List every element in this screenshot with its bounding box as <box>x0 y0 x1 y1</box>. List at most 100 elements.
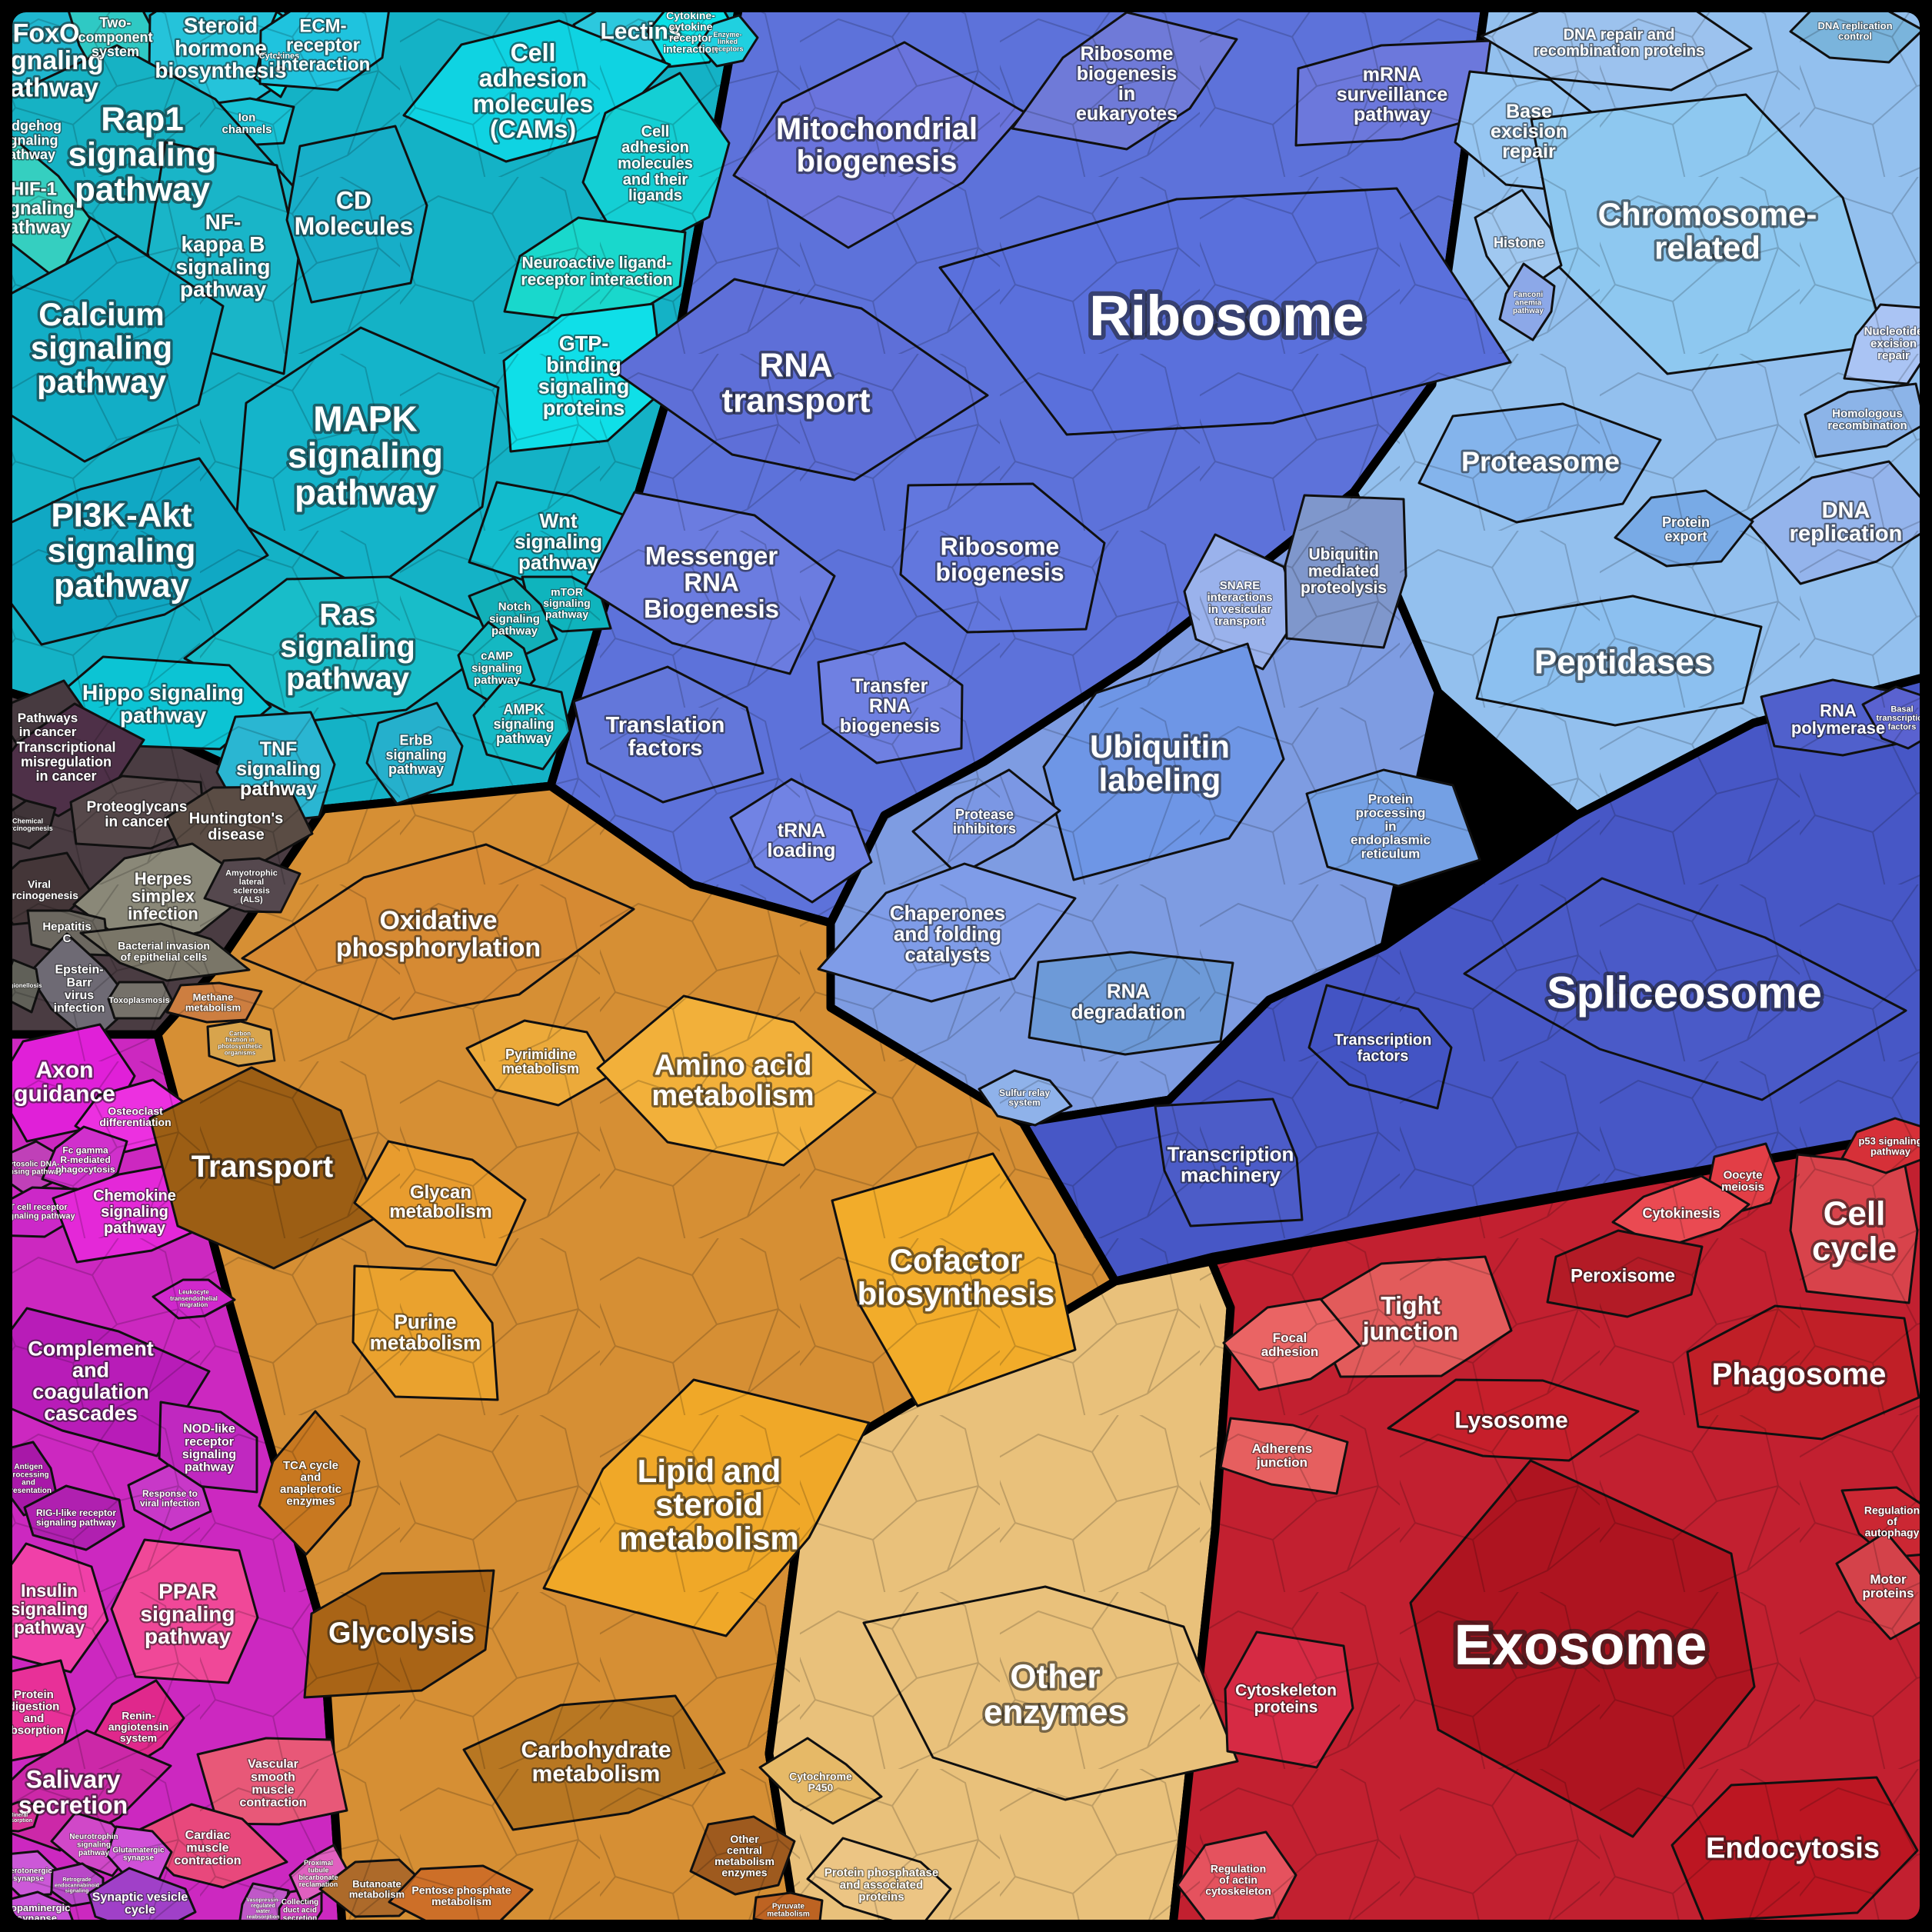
label-exosome: Exosome <box>1454 1613 1707 1677</box>
label-pi3k-akt-signaling-pathway: PI3K-Akt signaling pathway <box>47 497 195 605</box>
label-phagosome: Phagosome <box>1712 1357 1887 1391</box>
label-epstein-barr-virus-infection: Epstein-Barr virus infection <box>54 964 105 1015</box>
label-trna-loading: tRNA loading <box>768 820 836 861</box>
label-endocytosis: Endocytosis <box>1706 1832 1880 1864</box>
label-ribosome-biogenesis: Ribosome biogenesis <box>935 533 1064 586</box>
label-pyrimidine-metabolism: Pyrimidine metabolism <box>502 1047 579 1077</box>
label-translation-factors: Translation factors <box>606 713 725 761</box>
label-protein-digestion-and-absorption: Protein digestion and absorption <box>4 1688 64 1737</box>
label-amyotrophic-lateral-sclerosis-als: Amyotrophic lateral sclerosis (ALS) <box>225 869 278 904</box>
label-notch-signaling-pathway: Notch signaling pathway <box>489 601 540 638</box>
label-fc-gamma-r-mediated-phagocytosis: Fc gamma R-mediated phagocytosis <box>55 1145 115 1175</box>
label-nucleotide-excision-repair: Nucleotide excision repair <box>1864 325 1924 362</box>
label-retrograde-endocannabinoid-signaling: Retrograde endocannabinoid signaling <box>55 1877 99 1894</box>
label-rna-polymerase: RNA polymerase <box>1791 701 1885 738</box>
label-p53-signaling-pathway: p53 signaling pathway <box>1858 1135 1922 1158</box>
label-dna-repair-and-recombination-proteins: DNA repair and recombination proteins <box>1534 27 1704 60</box>
label-two-component-system: Two-component system <box>78 15 153 59</box>
label-ecm-receptor-interaction: ECM-receptor interaction <box>276 15 371 75</box>
label-hippo-signaling-pathway: Hippo signaling pathway <box>82 681 244 727</box>
label-protein-phosphatase-and-associated-proteins: Protein phosphatase and associated protein… <box>824 1867 938 1904</box>
label-vascular-smooth-muscle-contraction: Vascular smooth muscle contraction <box>239 1758 306 1810</box>
label-proximal-tubule-bicarbonate-reclamation: Proximal tubule bicarbonate reclamation <box>298 1859 338 1888</box>
label-chemical-carcinogenesis: Chemical carcinogenesis <box>2 818 53 832</box>
label-cardiac-muscle-contraction: Cardiac muscle contraction <box>174 1829 241 1867</box>
label-insulin-signaling-pathway: Insulin signaling pathway <box>11 1581 88 1637</box>
label-calcium-signaling-pathway: Calcium signaling pathway <box>31 296 172 399</box>
label-antigen-processing-and-presentation: Antigen processing and presentation <box>5 1463 52 1495</box>
label-oxidative-phosphorylation: Oxidative phosphorylation <box>336 906 541 962</box>
label-neurotrophin-signaling-pathway: Neurotrophin signaling pathway <box>69 1833 118 1857</box>
label-mitochondrial-biogenesis: Mitochondrial biogenesis <box>776 112 978 178</box>
label-sulfur-relay-system: Sulfur relay system <box>999 1088 1050 1108</box>
label-glutamatergic-synapse: Glutamatergic synapse <box>112 1846 165 1862</box>
label-transcription-factors: Transcription factors <box>1334 1032 1432 1065</box>
label-glycolysis: Glycolysis <box>328 1617 475 1649</box>
label-other-enzymes: Other enzymes <box>984 1658 1127 1731</box>
label-rna-degradation: RNA degradation <box>1071 980 1186 1024</box>
label-tight-junction: Tight junction <box>1362 1292 1458 1345</box>
label-carbon-fixation-in-photosynthetic-organisms: Carbon fixation in photosynthetic organisms <box>218 1030 262 1056</box>
label-vasopressin-regulated-water-reabsorption: Vasopressin-regulated water reabsorption <box>246 1898 280 1920</box>
label-chemokine-signaling-pathway: Chemokine signaling pathway <box>93 1188 176 1237</box>
label-pyruvate-metabolism: Pyruvate metabolism <box>767 1902 810 1918</box>
label-homologous-recombination: Homologous recombination <box>1827 408 1907 433</box>
label-lipid-and-steroid-metabolism: Lipid and steroid metabolism <box>619 1453 798 1556</box>
label-cytokines: Cytokines <box>259 52 300 61</box>
label-proteasome: Proteasome <box>1461 446 1620 478</box>
label-gtp-binding-signaling-proteins: GTP-binding signaling proteins <box>538 331 630 419</box>
label-steroid-hormone-biosynthesis: Steroid hormone biosynthesis <box>155 14 286 82</box>
label-messenger-rna-biogenesis: Messenger RNA Biogenesis <box>644 541 779 623</box>
label-herpes-simplex-infection: Herpes simplex infection <box>128 869 198 924</box>
label-pentose-phosphate-metabolism: Pentose phosphate metabolism <box>411 1884 511 1908</box>
label-transcription-machinery: Transcription machinery <box>1168 1143 1294 1187</box>
label-complement-and-coagulation-cascades: Complement and coagulation cascades <box>28 1337 154 1424</box>
label-mapk-signaling-pathway: MAPK signaling pathway <box>288 398 443 512</box>
label-salivary-secretion: Salivary secretion <box>18 1766 128 1819</box>
label-glycan-metabolism: Glycan metabolism <box>389 1182 491 1222</box>
label-cell-adhesion-molecules-and-their-ligands: Cell adhesion molecules and their ligands <box>618 123 693 204</box>
label-collecting-duct-acid-secretion: Collecting duct acid secretion <box>281 1898 318 1923</box>
label-nod-like-receptor-signaling-pathway: NOD-like receptor signaling pathway <box>182 1423 236 1474</box>
label-transcriptional-misregulation-in-cancer: Transcriptional misregulation in cancer <box>16 740 115 784</box>
label-t-cell-receptor-signaling-pathway: T cell receptor signaling pathway <box>2 1203 75 1221</box>
label-lysosome: Lysosome <box>1454 1408 1567 1434</box>
label-ppar-signaling-pathway: PPAR signaling pathway <box>141 1580 235 1648</box>
label-axon-guidance: Axon guidance <box>14 1058 115 1107</box>
label-cytoskeleton-proteins: Cytoskeleton proteins <box>1235 1681 1337 1716</box>
label-carbohydrate-metabolism: Carbohydrate metabolism <box>521 1737 671 1787</box>
label-dna-replication: DNA replication <box>1790 498 1903 546</box>
label-hepatitis-c: Hepatitis C <box>42 921 91 946</box>
label-regulation-of-actin-cytoskeleton: Regulation of actin cytoskeleton <box>1205 1862 1271 1897</box>
label-synaptic-vesicle-cycle: Synaptic vesicle cycle <box>92 1890 188 1917</box>
label-lectins: Lectins <box>600 19 681 45</box>
label-peptidases: Peptidases <box>1534 643 1713 681</box>
label-wnt-signaling-pathway: Wnt signaling pathway <box>515 509 602 574</box>
label-transfer-rna-biogenesis: Transfer RNA biogenesis <box>840 675 941 737</box>
label-serotonergic-synapse: Serotonergic synapse <box>5 1867 52 1883</box>
label-regulation-of-autophagy: Regulation of autophagy <box>1864 1504 1920 1538</box>
label-fanconi-anemia-pathway: Fanconi anemia pathway <box>1513 291 1544 315</box>
label-spliceosome: Spliceosome <box>1547 968 1822 1018</box>
label-toxoplasmosis: Toxoplasmosis <box>108 996 169 1005</box>
label-oocyte-meiosis: Oocyte meiosis <box>1721 1169 1764 1194</box>
label-peroxisome: Peroxisome <box>1571 1265 1675 1286</box>
label-ras-signaling-pathway: Ras signaling pathway <box>280 598 415 695</box>
label-ribosome: Ribosome <box>1089 284 1364 348</box>
label-osteoclast-differentiation: Osteoclast differentiation <box>99 1105 171 1129</box>
label-other-central-metabolism-enzymes: Other central metabolism enzymes <box>715 1833 774 1879</box>
label-amino-acid-metabolism: Amino acid metabolism <box>651 1050 814 1113</box>
label-focal-adhesion: Focal adhesion <box>1261 1331 1319 1359</box>
label-mrna-surveillance-pathway: mRNA surveillance pathway <box>1337 64 1448 125</box>
label-snare-interactions-in-vesicular-transport: SNARE interactions in vesicular transport <box>1207 579 1272 628</box>
label-cd-molecules: CD Molecules <box>295 187 414 240</box>
label-cytokine-cytokine-receptor-interaction: Cytokine-cytokine receptor interaction <box>663 9 718 55</box>
label-transport: Transport <box>192 1150 333 1184</box>
label-hedgehog-signaling-pathway: Hedgehog signaling pathway <box>0 118 62 162</box>
label-proteoglycans-in-cancer: Proteoglycans in cancer <box>87 799 188 831</box>
label-ubiquitin-labeling: Ubiquitin labeling <box>1090 728 1230 798</box>
label-tca-cycle-and-anaplerotic-enzymes: TCA cycle and anaplerotic enzymes <box>280 1459 341 1508</box>
